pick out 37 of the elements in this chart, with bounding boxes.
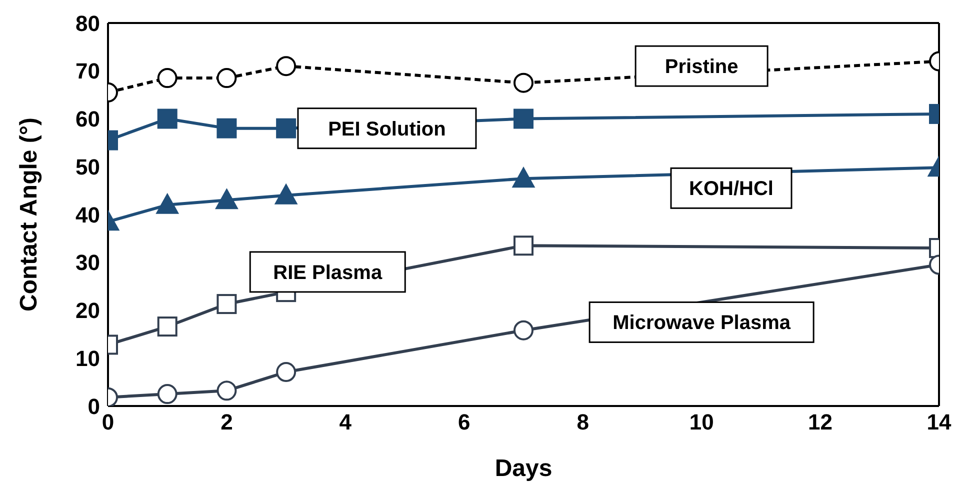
x-tick-label: 8	[576, 410, 589, 435]
y-tick-label: 20	[76, 298, 100, 324]
series-label: KOH/HCl	[689, 178, 774, 200]
y-tick-label: 30	[76, 250, 100, 276]
x-tick-label: 2	[220, 410, 233, 435]
point	[216, 189, 238, 210]
x-tick-label: 12	[808, 410, 833, 435]
point	[216, 118, 237, 138]
point	[276, 118, 296, 138]
x-axis-title: Days	[494, 455, 552, 482]
point	[156, 194, 178, 214]
series-label: Pristine	[664, 56, 738, 78]
point	[157, 68, 178, 88]
series-label: RIE Plasma	[273, 262, 383, 284]
y-tick-label: 60	[76, 106, 100, 132]
point	[276, 56, 296, 76]
y-tick-label: 10	[76, 346, 100, 371]
y-tick-label: 80	[76, 10, 100, 36]
x-tick-label: 6	[458, 410, 470, 435]
x-tick-label: 14	[926, 410, 952, 435]
point	[157, 384, 178, 404]
y-tick-label: 50	[76, 154, 100, 180]
y-tick-label: 40	[76, 202, 100, 228]
point	[216, 380, 237, 401]
point	[157, 108, 178, 129]
y-axis-title: Contact Angle (°)	[16, 117, 43, 312]
point	[157, 316, 178, 337]
x-tick-label: 4	[339, 410, 352, 435]
point	[216, 294, 237, 314]
series-label: PEI Solution	[328, 118, 446, 140]
point	[276, 362, 296, 382]
x-tick-label: 10	[689, 410, 714, 435]
point	[216, 68, 237, 88]
series-label: Microwave Plasma	[612, 312, 792, 334]
y-tick-label: 0	[88, 394, 100, 419]
y-tick-label: 70	[76, 58, 100, 84]
point	[275, 184, 298, 204]
